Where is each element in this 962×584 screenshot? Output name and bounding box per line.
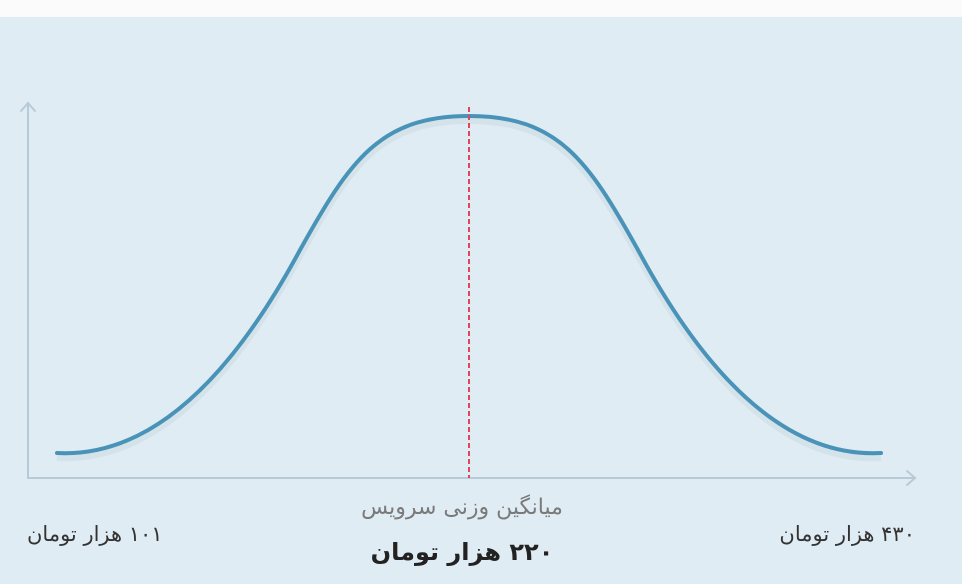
mean-value: ۲۲۰ هزار تومان [370, 538, 554, 566]
x-arrow [906, 470, 917, 486]
axes [20, 101, 917, 486]
panel [0, 17, 962, 584]
mean-caption: میانگین وزنی سرویس [361, 495, 563, 520]
min-label: ۱۰۱ هزار تومان [27, 522, 163, 546]
y-arrow [20, 101, 36, 112]
max-label: ۴۳۰ هزار تومان [779, 522, 915, 546]
top-bar [0, 0, 962, 17]
